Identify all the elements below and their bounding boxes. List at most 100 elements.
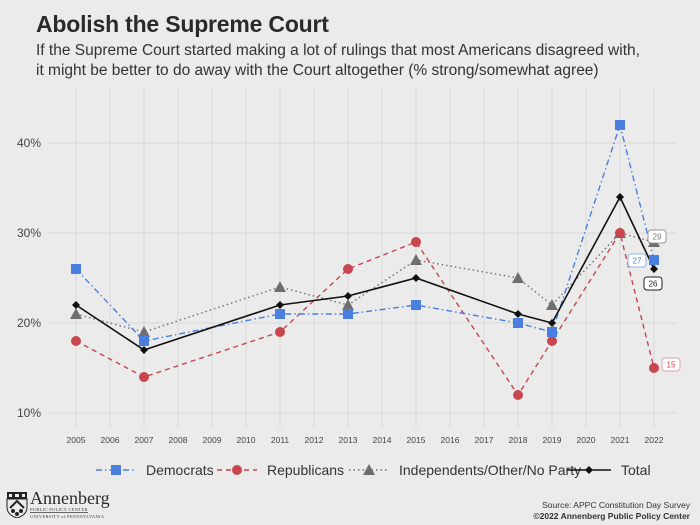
marker-independents <box>342 299 354 310</box>
legend-item-democrats[interactable]: Democrats <box>96 462 214 478</box>
x-tick-label: 2005 <box>67 435 86 445</box>
y-tick-label: 10% <box>17 406 41 420</box>
x-tick-label: 2019 <box>543 435 562 445</box>
marker-democrats <box>411 300 421 310</box>
legend-item-total[interactable]: Total <box>567 462 651 478</box>
line-chart: 10% 20% 30% 40% 2005 2006 2007 2008 2009 2010 201… <box>17 88 681 445</box>
marker-democrats <box>615 120 625 130</box>
legend-label-independents: Independents/Other/No Party <box>399 462 582 478</box>
marker-total <box>514 310 522 318</box>
series-line-republicans <box>75 231 655 397</box>
legend-swatch-total <box>567 466 611 474</box>
marker-republicans <box>71 336 81 346</box>
marker-independents <box>512 272 524 283</box>
marker-democrats <box>547 327 557 337</box>
marker-total <box>344 292 352 300</box>
marker-total <box>140 346 148 354</box>
end-label-total: 26 <box>643 276 663 291</box>
chart-title: Abolish the Supreme Court <box>36 11 329 37</box>
series-line-total <box>75 195 655 351</box>
marker-republicans <box>547 336 557 346</box>
end-label-box <box>627 253 647 268</box>
marker-independents <box>70 308 82 319</box>
legend-label-total: Total <box>621 462 651 478</box>
marker-independents <box>274 281 286 292</box>
x-tick-label: 2020 <box>577 435 596 445</box>
x-tick-label: 2018 <box>509 435 528 445</box>
marker-independents <box>546 299 558 310</box>
marker-democrats <box>513 318 523 328</box>
marker-total <box>616 193 624 201</box>
end-label-box <box>643 276 663 291</box>
marker-total <box>72 301 80 309</box>
end-label-text: 15 <box>667 361 676 370</box>
legend-swatch-independents <box>349 464 389 475</box>
x-tick-label: 2006 <box>101 435 120 445</box>
x-tick-label: 2015 <box>407 435 426 445</box>
marker-democrats <box>275 309 285 319</box>
marker-total <box>276 301 284 309</box>
marker-independents <box>138 326 150 337</box>
legend-swatch-republicans <box>217 465 257 475</box>
end-label-text: 27 <box>633 257 642 266</box>
marker-republicans <box>615 228 625 238</box>
end-label-text: 29 <box>653 233 662 242</box>
y-tick-label: 20% <box>17 316 41 330</box>
subtitle-line-2: it might be better to do away with the C… <box>36 62 599 79</box>
series-lines <box>75 122 655 397</box>
x-tick-label: 2012 <box>305 435 324 445</box>
legend-item-republicans[interactable]: Republicans <box>217 462 344 478</box>
marker-total <box>650 265 658 273</box>
x-tick-label: 2009 <box>203 435 222 445</box>
marker-republicans <box>343 264 353 274</box>
end-labels: 27 15 29 26 <box>627 229 681 372</box>
marker-independents <box>410 254 422 265</box>
x-axis-ticks: 2005 2006 2007 2008 2009 2010 2011 2012 2013 2014… <box>67 435 664 445</box>
marker-total <box>412 274 420 282</box>
x-tick-label: 2011 <box>271 435 290 445</box>
x-tick-label: 2007 <box>135 435 154 445</box>
end-label-box <box>661 357 681 372</box>
penn-shield-icon <box>6 492 28 518</box>
logo-subtitle: PUBLIC POLICY CENTER <box>30 507 88 513</box>
legend-swatch-democrats <box>96 465 136 475</box>
subtitle-line-1: If the Supreme Court started making a lo… <box>36 42 640 59</box>
series-markers <box>70 120 660 400</box>
marker-republicans <box>139 372 149 382</box>
x-tick-label: 2022 <box>645 435 664 445</box>
logo-name: Annenberg <box>30 488 110 508</box>
x-tick-label: 2008 <box>169 435 188 445</box>
legend-label-republicans: Republicans <box>267 462 345 478</box>
marker-republicans <box>649 363 659 373</box>
legend: Democrats Republicans Independents/Other… <box>0 462 700 490</box>
x-tick-label: 2021 <box>611 435 630 445</box>
marker-republicans <box>275 327 285 337</box>
series-line-independents <box>75 232 655 333</box>
marker-democrats <box>649 255 659 265</box>
logo-university: UNIVERSITY of PENNSYLVANIA <box>30 514 105 519</box>
end-label-democrats: 27 <box>627 253 647 268</box>
marker-total <box>548 319 556 327</box>
marker-democrats <box>139 336 149 346</box>
x-tick-label: 2017 <box>475 435 494 445</box>
y-tick-label: 40% <box>17 136 41 150</box>
y-axis-ticks: 10% 20% 30% 40% <box>17 136 41 420</box>
marker-republicans <box>411 237 421 247</box>
marker-democrats <box>343 309 353 319</box>
x-tick-label: 2016 <box>441 435 460 445</box>
gridlines <box>48 88 676 428</box>
x-tick-label: 2013 <box>339 435 358 445</box>
source-note: Source: APPC Constitution Day Survey <box>542 500 690 510</box>
end-label-republicans: 15 <box>661 357 681 372</box>
marker-democrats <box>71 264 81 274</box>
chart-subtitle: If the Supreme Court started making a lo… <box>36 41 696 81</box>
annenberg-logo: Annenberg PUBLIC POLICY CENTER UNIVERSIT… <box>6 488 116 522</box>
legend-label-democrats: Democrats <box>146 462 214 478</box>
x-tick-label: 2010 <box>237 435 256 445</box>
copyright-note: ©2022 Annenberg Public Policy Center <box>533 511 690 521</box>
y-tick-label: 30% <box>17 226 41 240</box>
end-label-independents: 29 <box>647 229 667 244</box>
legend-item-independents[interactable]: Independents/Other/No Party <box>349 462 581 478</box>
marker-republicans <box>513 390 523 400</box>
end-label-box <box>647 229 667 244</box>
